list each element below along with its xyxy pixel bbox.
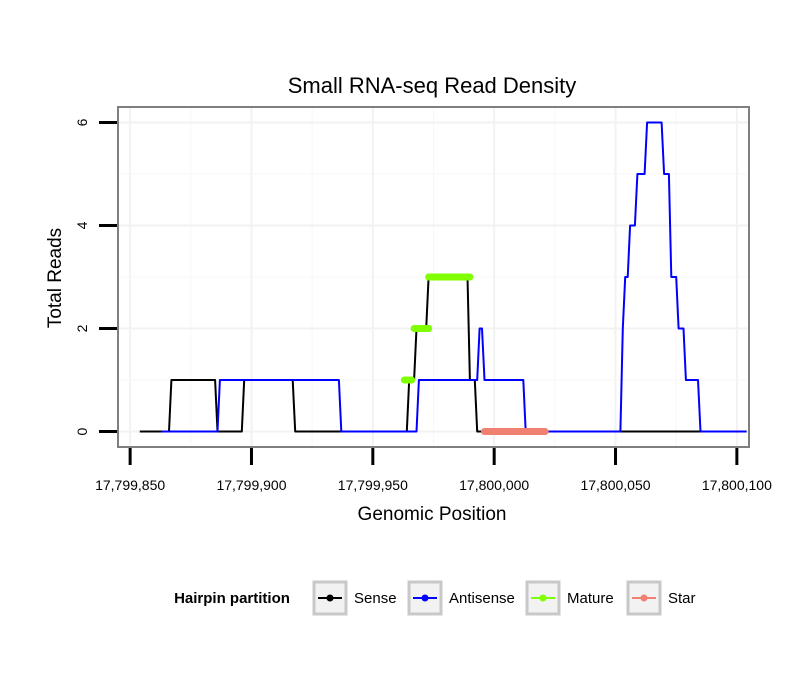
legend-key-dot bbox=[539, 594, 547, 602]
chart-title: Small RNA-seq Read Density bbox=[288, 73, 577, 98]
y-tick-label: 6 bbox=[74, 118, 90, 126]
legend-label-mature: Mature bbox=[567, 590, 614, 607]
x-axis: 17,799,850 17,799,900 17,799,950 17,800,000… bbox=[95, 448, 772, 493]
legend-key-dot bbox=[326, 594, 334, 602]
series-sense-line bbox=[139, 276, 747, 433]
y-tick-label: 4 bbox=[74, 221, 90, 229]
y-tick-label: 0 bbox=[74, 427, 90, 435]
x-tick-label: 17,800,000 bbox=[459, 477, 529, 493]
y-tick-label: 2 bbox=[74, 324, 90, 332]
x-axis-title: Genomic Position bbox=[358, 504, 507, 525]
x-tick-label: 17,799,900 bbox=[216, 477, 286, 493]
series-antisense-line bbox=[161, 121, 747, 433]
legend: Hairpin partition Sense Antisense Mature St… bbox=[174, 580, 696, 616]
legend-title: Hairpin partition bbox=[174, 590, 290, 607]
y-axis: 0 2 4 6 bbox=[74, 118, 117, 435]
series-layer bbox=[139, 121, 747, 436]
x-tick-label: 17,799,950 bbox=[338, 477, 408, 493]
x-tick-label: 17,800,050 bbox=[580, 477, 650, 493]
plot-panel bbox=[117, 106, 750, 448]
legend-label-sense: Sense bbox=[354, 590, 397, 607]
x-tick-label: 17,800,100 bbox=[702, 477, 772, 493]
legend-key-dot bbox=[640, 594, 648, 602]
legend-label-antisense: Antisense bbox=[449, 590, 515, 607]
legend-key-dot bbox=[421, 594, 429, 602]
x-tick-label: 17,799,850 bbox=[95, 477, 165, 493]
y-axis-title: Total Reads bbox=[45, 228, 66, 328]
legend-label-star: Star bbox=[668, 590, 696, 607]
